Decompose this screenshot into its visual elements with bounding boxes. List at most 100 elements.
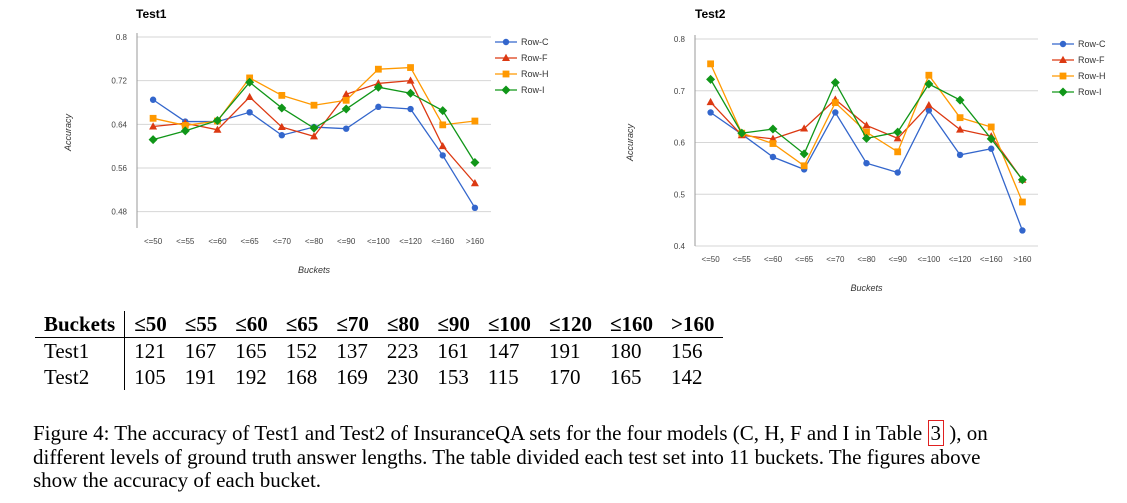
data-point — [924, 79, 934, 89]
caption-text: Figure 4: The accuracy of Test1 and Test… — [33, 421, 928, 445]
data-point — [310, 101, 318, 109]
header-cell: ≤160 — [600, 311, 662, 338]
legend-marker — [1059, 55, 1067, 63]
table-cell: 152 — [285, 339, 318, 363]
x-tick-label: <=65 — [795, 255, 814, 264]
data-point — [799, 149, 809, 159]
data-point — [470, 158, 480, 168]
x-tick-label: <=160 — [431, 237, 454, 246]
data-point — [769, 140, 777, 147]
legend-label: Row-C — [1078, 39, 1106, 49]
x-tick-label: <=55 — [733, 255, 752, 264]
y-tick-label: 0.8 — [674, 35, 686, 44]
header-cell: ≤120 — [539, 311, 601, 338]
table-cell: 180 — [609, 339, 642, 363]
table-cell: 191 — [184, 365, 217, 389]
data-point — [955, 95, 965, 105]
data-point — [800, 124, 809, 132]
data-point — [406, 88, 416, 98]
chart-title: Test2 — [695, 7, 726, 21]
x-tick-label: <=100 — [918, 255, 941, 264]
data-point — [988, 145, 995, 152]
data-point — [768, 124, 778, 134]
data-point — [181, 122, 189, 129]
header-cell: ≤60 — [226, 311, 277, 338]
data-point — [831, 99, 839, 107]
data-point — [149, 96, 157, 103]
data-point — [1019, 198, 1026, 206]
data-point — [407, 64, 414, 71]
table-cell: 167 — [184, 339, 217, 363]
data-point — [342, 90, 351, 98]
x-tick-label: <=160 — [980, 255, 1003, 264]
data-point — [439, 152, 446, 159]
data-point — [438, 106, 448, 116]
x-tick-label: <=90 — [337, 237, 356, 246]
x-tick-label: >160 — [466, 237, 485, 246]
data-point — [956, 125, 965, 133]
data-point — [342, 125, 350, 132]
x-axis-label: Buckets — [298, 265, 331, 275]
header-cell: ≤55 — [175, 311, 227, 338]
header-cell: ≤80 — [377, 311, 429, 338]
figure-caption: Figure 4: The accuracy of Test1 and Test… — [33, 420, 1013, 493]
x-tick-label: <=55 — [176, 237, 195, 246]
header-cell: ≤90 — [428, 311, 479, 338]
y-tick-label: 0.56 — [111, 164, 127, 173]
data-point — [800, 162, 808, 170]
header-cell: ≤50 — [124, 311, 176, 338]
y-axis-label: Accuracy — [63, 113, 73, 152]
legend-label: Row-H — [1078, 71, 1106, 81]
x-tick-label: <=60 — [208, 237, 227, 246]
legend-marker — [502, 70, 510, 78]
x-tick-label: >160 — [1013, 255, 1032, 264]
data-point — [707, 60, 714, 68]
data-point — [149, 114, 157, 122]
caption-text: ), on different levels of ground truth a… — [33, 421, 988, 492]
data-point — [863, 160, 870, 167]
table-cell: 105 — [134, 365, 166, 389]
data-point — [374, 65, 382, 73]
y-tick-label: 0.64 — [111, 120, 127, 129]
legend-label: Row-I — [1078, 87, 1102, 97]
legend-marker — [501, 85, 511, 95]
table-cell: 115 — [487, 365, 519, 389]
table-cell: 170 — [548, 365, 581, 389]
header-cell: ≤65 — [276, 311, 328, 338]
table-reference-link[interactable]: 3 — [927, 420, 944, 446]
series-line-row-c — [710, 109, 1024, 231]
data-point — [893, 127, 903, 137]
x-tick-label: <=70 — [273, 237, 292, 246]
x-tick-label: <=60 — [764, 255, 783, 264]
data-point — [375, 103, 382, 111]
x-tick-label: <=70 — [826, 255, 845, 264]
data-point — [925, 71, 933, 79]
data-point — [894, 169, 901, 176]
y-tick-label: 0.5 — [674, 190, 686, 199]
x-tick-label: <=65 — [241, 237, 260, 246]
data-point — [149, 122, 158, 130]
data-point — [768, 134, 777, 142]
data-point — [246, 109, 253, 116]
data-point — [863, 128, 870, 136]
data-point — [406, 76, 415, 84]
row-label: Test1 — [35, 337, 126, 364]
table-cell: 121 — [134, 339, 166, 363]
data-point — [893, 134, 902, 142]
x-tick-label: <=50 — [144, 237, 163, 246]
data-point — [737, 128, 747, 138]
data-point — [769, 153, 777, 161]
legend-marker — [502, 53, 510, 61]
header-cell: Buckets — [35, 311, 126, 338]
data-point — [342, 96, 350, 104]
bucket-table: Buckets ≤50 ≤55 ≤60 ≤65 ≤70 ≤80 ≤90 ≤100… — [35, 311, 724, 390]
table-cell: 192 — [235, 365, 267, 389]
x-tick-label: <=80 — [305, 237, 324, 246]
data-point — [987, 123, 995, 131]
data-point — [212, 115, 222, 125]
series-line-row-h — [152, 66, 475, 127]
legend-marker — [1059, 72, 1067, 80]
chart-test1: Test1 0.8 0.72 0.64 0.56 0.48 <=50 <=55 <=60 <=65… — [63, 7, 549, 275]
series-line-row-i — [152, 81, 476, 163]
data-point — [924, 101, 933, 109]
